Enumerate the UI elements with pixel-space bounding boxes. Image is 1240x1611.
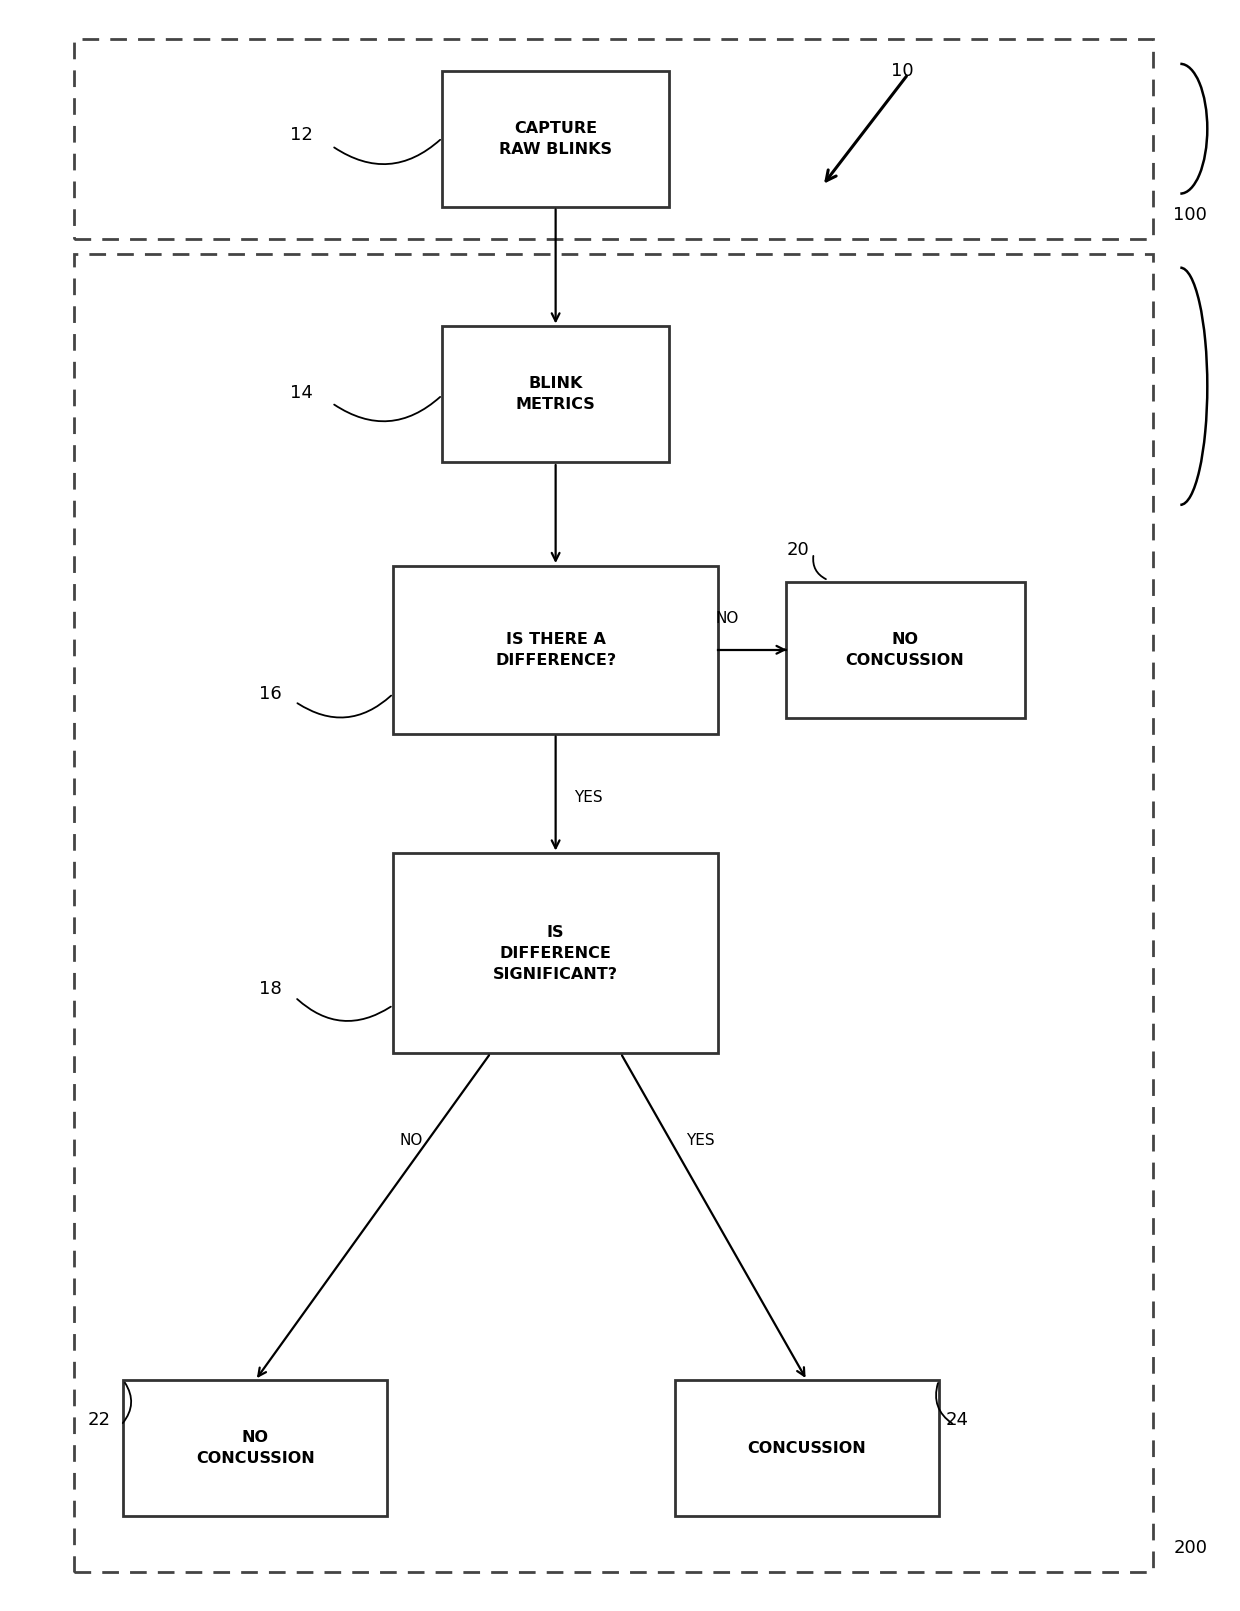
Bar	[124, 1381, 387, 1516]
Bar	[785, 582, 1024, 717]
Text: BLINK
METRICS: BLINK METRICS	[516, 377, 595, 412]
Text: NO
CONCUSSION: NO CONCUSSION	[196, 1431, 315, 1466]
Bar	[443, 327, 670, 462]
Text: IS THERE A
DIFFERENCE?: IS THERE A DIFFERENCE?	[495, 632, 616, 669]
Text: 22: 22	[87, 1411, 110, 1429]
Text: 12: 12	[290, 126, 312, 143]
Text: NO: NO	[715, 611, 739, 625]
Bar	[675, 1381, 939, 1516]
Text: 20: 20	[786, 541, 810, 559]
Bar	[74, 39, 1153, 238]
Text: 24: 24	[946, 1411, 968, 1429]
Bar	[74, 255, 1153, 1572]
Text: 18: 18	[259, 979, 281, 999]
Text: YES: YES	[574, 789, 603, 806]
Text: NO: NO	[399, 1134, 423, 1149]
Bar	[393, 854, 718, 1054]
Text: 10: 10	[890, 61, 914, 81]
Text: IS
DIFFERENCE
SIGNIFICANT?: IS DIFFERENCE SIGNIFICANT?	[494, 925, 618, 981]
Bar	[443, 71, 670, 206]
Text: 16: 16	[259, 685, 281, 702]
Text: 14: 14	[290, 385, 312, 403]
Text: 200: 200	[1173, 1539, 1208, 1558]
Bar	[393, 565, 718, 733]
Text: YES: YES	[686, 1134, 714, 1149]
Text: 100: 100	[1173, 206, 1207, 224]
Text: NO
CONCUSSION: NO CONCUSSION	[846, 632, 965, 669]
Text: CAPTURE
RAW BLINKS: CAPTURE RAW BLINKS	[500, 121, 613, 156]
Text: CONCUSSION: CONCUSSION	[748, 1440, 867, 1456]
